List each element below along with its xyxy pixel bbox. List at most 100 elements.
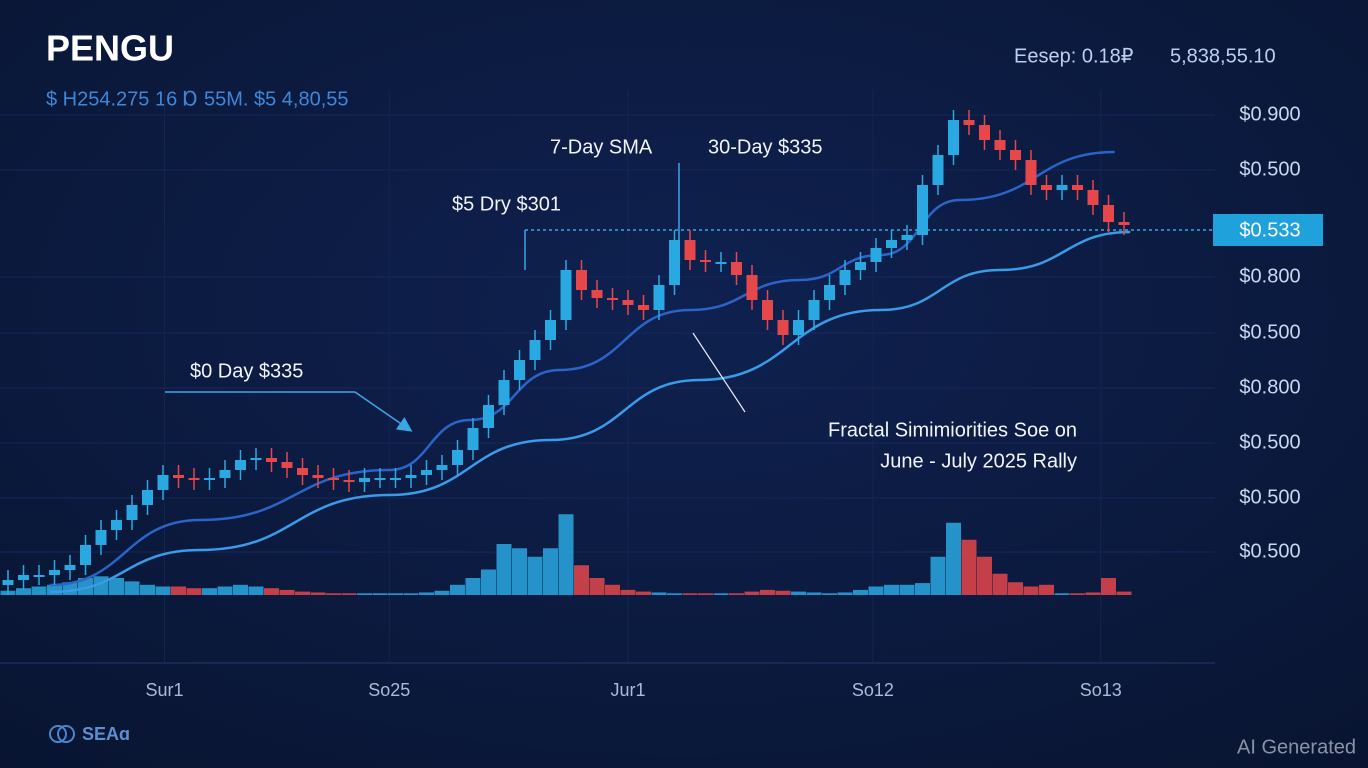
- volume-bar: [388, 593, 403, 595]
- annotation: $5 Dry $301: [452, 193, 561, 215]
- candle-body: [1087, 190, 1099, 205]
- volume-bar: [729, 593, 744, 595]
- candle-body: [281, 462, 293, 468]
- volume-bar: [465, 578, 481, 595]
- candle-body: [219, 470, 231, 478]
- candle-body: [204, 478, 215, 480]
- x-tick-label: Jur1: [610, 680, 645, 700]
- volume-bar: [47, 584, 62, 595]
- volume-bar: [961, 539, 977, 595]
- volume-bar: [450, 584, 465, 595]
- candle-body: [746, 275, 758, 300]
- volume-bar: [341, 593, 357, 595]
- candle-body: [808, 300, 820, 320]
- volume-bar: [1054, 593, 1070, 595]
- candle-body: [95, 530, 107, 545]
- volume-bar: [31, 586, 47, 595]
- volume-bar: [512, 548, 527, 595]
- volume-bar: [419, 592, 434, 595]
- volume-bar: [186, 588, 202, 595]
- volume-bar: [884, 584, 899, 595]
- candle-body: [33, 575, 45, 577]
- candle-body: [700, 260, 711, 262]
- candle-body: [1056, 185, 1068, 190]
- y-tick-label: $0.800: [1239, 376, 1300, 398]
- current-price-box: [1213, 214, 1323, 246]
- volume-bar: [217, 586, 233, 595]
- candle-body: [886, 240, 897, 248]
- candle-body: [173, 475, 184, 478]
- volume-bar: [496, 544, 512, 595]
- volume-bar: [233, 584, 248, 595]
- callout-arrow: [354, 391, 413, 432]
- candle-body: [266, 458, 277, 462]
- candle-body: [467, 428, 479, 450]
- volume-bar: [481, 569, 496, 595]
- candle-body: [359, 478, 370, 482]
- y-tick-label: $0.500: [1239, 431, 1300, 453]
- candle-body: [653, 285, 665, 310]
- annotation: 30-Day $335: [708, 136, 823, 158]
- volume-bar: [248, 586, 264, 595]
- candle-body: [188, 478, 200, 480]
- volume-bar: [682, 593, 698, 595]
- volume-bar: [543, 548, 558, 595]
- candle-body: [1041, 185, 1052, 190]
- brand-icon: [49, 725, 67, 743]
- candle-body: [638, 305, 649, 310]
- brand-name: SEAɑ: [82, 724, 130, 744]
- volume-bar: [930, 556, 946, 595]
- current-price-label: $0.533: [1239, 219, 1300, 241]
- callout-line: [692, 332, 746, 413]
- volume-bar: [434, 590, 450, 595]
- volume-bar: [744, 591, 760, 595]
- candle-body: [839, 270, 851, 285]
- volume-bar: [109, 578, 124, 595]
- volume-bar: [1039, 584, 1054, 595]
- subtitle: $ H254.275 16 Ɒ 55M. $5 4,80,55: [46, 88, 349, 110]
- candle-body: [49, 570, 60, 575]
- volume-bar: [202, 588, 217, 595]
- volume-bar: [853, 589, 868, 595]
- candle-body: [979, 125, 990, 140]
- volume-bar: [822, 593, 837, 595]
- candle-body: [452, 450, 463, 465]
- annotation: Fractal Simimiorities Soe on: [828, 419, 1077, 441]
- volume-bar: [899, 584, 915, 595]
- volume-bar: [403, 593, 419, 595]
- candle-body: [684, 240, 696, 260]
- volume-bar: [124, 581, 140, 595]
- candle-body: [405, 475, 417, 478]
- candle-body: [715, 262, 727, 264]
- volume-bar: [651, 592, 667, 595]
- brand: SEAɑ: [49, 724, 130, 744]
- candle-body: [64, 565, 76, 570]
- candle-body: [1103, 205, 1114, 222]
- volume-bar: [155, 586, 171, 595]
- header-stat: Eesep: 0.18₽: [1014, 45, 1134, 67]
- candle-body: [917, 185, 928, 235]
- plot: $0.900 $0.500 $0.800 $0.500 $0.800 $0.500 $0.5…: [0, 90, 1323, 700]
- candle-body: [297, 468, 308, 475]
- candle-body: [142, 490, 153, 505]
- volume-bar: [171, 586, 186, 595]
- y-tick-label: $0.500: [1239, 486, 1300, 508]
- candle-body: [483, 405, 494, 428]
- annotation: 7-Day SMA: [550, 136, 653, 158]
- candle-body: [1010, 150, 1021, 160]
- moving-average: [49, 230, 1131, 594]
- candle-body: [545, 320, 556, 340]
- volume-bar: [574, 565, 589, 595]
- candle-body: [80, 545, 91, 565]
- volume-bar: [1101, 578, 1116, 595]
- volume-bar: [667, 593, 682, 595]
- annotation: $0 Day $335: [190, 360, 303, 382]
- volume-bar: [605, 584, 620, 595]
- y-tick-label: $0.500: [1239, 321, 1300, 343]
- volume-bar: [78, 578, 93, 595]
- chart-title: PENGU: [46, 28, 174, 69]
- candle-body: [932, 155, 944, 185]
- volume-bar: [698, 593, 713, 595]
